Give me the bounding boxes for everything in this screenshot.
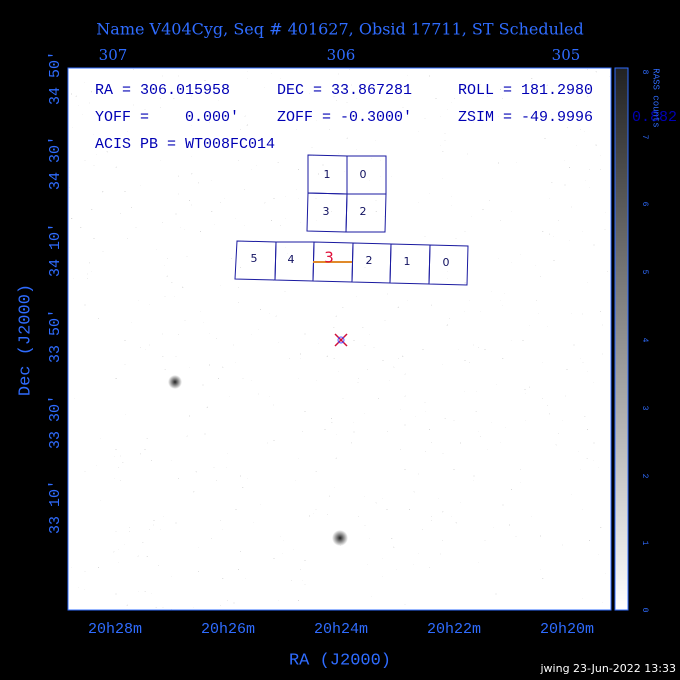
bottom-tick-label: 20h24m [314,621,368,638]
info-roll: ROLL = 181.2980 [458,82,593,99]
chip-label: 4 [288,253,295,266]
left-tick-label: 34 10' [47,223,64,277]
footer: jwing 23-Jun-2022 13:33 [540,662,677,675]
left-tick-label: 33 50' [47,309,64,363]
colorbar-tick-label: 8 [640,70,649,75]
chip-label: 0 [360,168,367,181]
info-extra: 0.882 [632,109,677,126]
target-marker [334,333,348,347]
top-tick-label: 307 [99,46,128,64]
chip [428,244,469,286]
chip-label: 3 [324,249,334,267]
bottom-tick-label: 20h28m [88,621,142,638]
top-tick-label: 305 [552,46,581,64]
chip-label: 3 [323,205,330,218]
chip-label: 0 [443,256,450,269]
colorbar-tick-label: 1 [640,541,649,546]
colorbar-tick-label: 6 [640,202,649,207]
aimpoint [337,336,345,344]
bottom-tick-label: 20h20m [540,621,594,638]
info-ra: RA = 306.015958 [95,82,230,99]
info-yoff: YOFF = 0.000' [95,109,239,126]
s-array: 5 4 3 2 1 0 [234,240,469,286]
left-tick-label: 33 30' [47,395,64,449]
colorbar-tick-label: 2 [640,474,649,479]
info-zsim: ZSIM = -49.9996 [458,109,593,126]
chip-label: 5 [251,252,258,265]
title: Name V404Cyg, Seq # 401627, Obsid 17711,… [96,20,583,39]
colorbar-label: RASS counts [651,68,661,127]
left-tick-label: 34 30' [47,136,64,190]
source [332,530,348,546]
plot-frame [67,67,612,611]
chip-label: 1 [404,255,411,268]
source [168,375,182,389]
chip-label: 1 [324,168,331,181]
colorbar-tick-label: 0 [640,608,649,613]
colorbar-tick-label: 3 [640,406,649,411]
colorbar [614,67,629,611]
i-array: 1 0 3 2 [306,154,387,233]
colorbar-tick-label: 4 [640,338,649,343]
chip-label: 2 [360,205,367,218]
bottom-axis-label: RA (J2000) [289,651,391,670]
bottom-tick-label: 20h22m [427,621,481,638]
left-axis-label: Dec (J2000) [16,284,35,396]
left-tick-label: 34 50' [47,51,64,105]
bottom-tick-label: 20h26m [201,621,255,638]
info-acis-pb: ACIS PB = WT008FC014 [95,136,275,153]
info-zoff: ZOFF = -0.3000' [277,109,412,126]
colorbar-tick-label: 5 [640,270,649,275]
chip [345,193,387,233]
colorbar-tick-label: 7 [640,135,649,140]
info-dec: DEC = 33.867281 [277,82,412,99]
left-tick-label: 33 10' [47,480,64,534]
chip-label: 2 [366,254,373,267]
top-tick-label: 306 [327,46,356,64]
